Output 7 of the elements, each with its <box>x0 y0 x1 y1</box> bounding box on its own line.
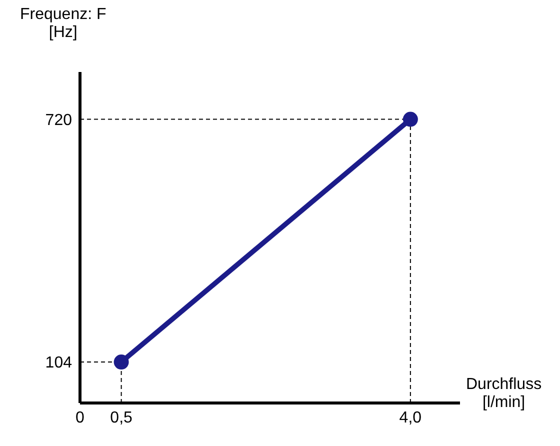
y-axis-title: Frequenz: F [Hz] <box>20 6 106 42</box>
x-axis-title: Durchfluss [l/min] <box>466 376 542 412</box>
x-tick-label: 0,5 <box>110 409 133 426</box>
x-tick-label: 0 <box>76 409 85 426</box>
y-tick-label: 104 <box>45 354 72 372</box>
y-tick-label: 720 <box>45 112 72 129</box>
x-tick-label: 4,0 <box>399 409 422 426</box>
